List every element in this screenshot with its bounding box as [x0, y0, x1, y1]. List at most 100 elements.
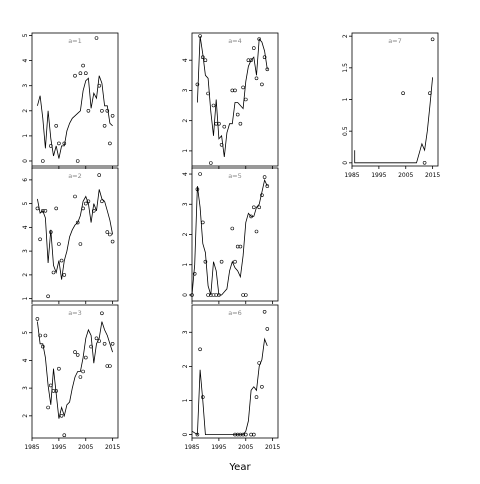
- x-tick-label: 1995: [211, 444, 226, 451]
- data-point: [262, 55, 267, 60]
- y-tick-label: 2: [342, 34, 349, 38]
- data-point: [57, 141, 61, 146]
- panel-label: a=3: [68, 309, 82, 317]
- y-tick-label: 1.5: [342, 63, 349, 73]
- data-point: [73, 194, 77, 199]
- data-point: [75, 353, 80, 357]
- panel-7: 0 0.5 1 1.5 2 1985 1995 2005 2015 a=7: [342, 32, 440, 179]
- y-tick-label: 3: [22, 84, 29, 88]
- data-point: [235, 432, 240, 437]
- data-point: [62, 433, 67, 438]
- y-tick-label: 4: [22, 225, 29, 229]
- series-line: [37, 189, 113, 280]
- data-point: [211, 293, 216, 297]
- data-point: [97, 339, 101, 343]
- data-point: [86, 109, 91, 113]
- data-point: [48, 383, 53, 388]
- panel-5: 0 1 2 3 4 a=5: [182, 167, 279, 304]
- data-point: [257, 205, 262, 210]
- data-point: [195, 82, 200, 87]
- panel-6: 0 1 2 3 1985 1995 2005 2015 a=6: [182, 304, 280, 451]
- y-tick-label: 1: [342, 97, 349, 101]
- data-point: [238, 121, 243, 126]
- y-tick-label: 1: [22, 297, 29, 301]
- data-point: [430, 37, 435, 42]
- data-point: [252, 46, 256, 50]
- x-tick-label: 1985: [24, 444, 39, 451]
- data-point: [233, 259, 237, 264]
- data-point: [51, 270, 56, 275]
- data-point: [48, 144, 53, 148]
- y-tick-label: 0: [182, 293, 189, 297]
- data-point: [38, 333, 42, 338]
- data-point: [97, 173, 101, 177]
- data-point: [260, 82, 264, 87]
- data-point: [100, 311, 104, 316]
- x-tick-label: 1995: [51, 444, 66, 451]
- data-point: [84, 71, 88, 75]
- data-point: [203, 259, 208, 264]
- data-point: [57, 366, 61, 371]
- data-point: [84, 201, 88, 206]
- y-tick-label: 3: [182, 202, 189, 206]
- data-point: [97, 83, 101, 88]
- data-point: [209, 161, 213, 165]
- data-point: [214, 293, 218, 297]
- panel-1: 0 1 2 3 4 5 a=1: [22, 32, 119, 169]
- data-point: [206, 293, 210, 297]
- data-point: [105, 364, 110, 368]
- y-tick-label: 3: [182, 88, 189, 92]
- data-point: [198, 172, 202, 176]
- data-point: [211, 103, 216, 108]
- panel-frame: [31, 32, 119, 167]
- y-tick-label: 2: [22, 273, 29, 277]
- data-point: [54, 206, 59, 211]
- y-tick-label: 2: [22, 109, 29, 113]
- data-point: [73, 350, 77, 354]
- data-point: [40, 209, 45, 213]
- y-tick-label: 5: [22, 331, 29, 335]
- data-point: [252, 205, 256, 210]
- data-point: [110, 341, 115, 346]
- data-point: [35, 317, 40, 321]
- data-point: [46, 405, 50, 410]
- series-line: [197, 35, 268, 157]
- data-point: [254, 229, 259, 234]
- x-axis-title: Year: [228, 462, 251, 473]
- y-tick-label: 4: [22, 358, 29, 362]
- y-tick-label: 6: [22, 178, 29, 182]
- data-point: [195, 187, 200, 191]
- data-point: [59, 258, 64, 263]
- data-point: [57, 242, 61, 246]
- data-point: [201, 220, 205, 225]
- data-point: [40, 159, 45, 163]
- data-point: [217, 293, 221, 297]
- data-point: [265, 327, 270, 331]
- data-point: [401, 91, 405, 95]
- data-point: [241, 85, 245, 90]
- y-tick-label: 4: [182, 172, 189, 176]
- y-tick-label: 2: [182, 364, 189, 368]
- data-point: [89, 344, 93, 349]
- data-point: [46, 294, 50, 299]
- data-point: [195, 432, 200, 437]
- data-point: [235, 112, 240, 117]
- panel-4: 1 2 3 4 a=4: [182, 32, 279, 169]
- y-tick-label: 1: [182, 263, 189, 267]
- data-point: [201, 55, 205, 60]
- data-point: [190, 293, 194, 297]
- data-point: [262, 175, 267, 179]
- data-point: [81, 63, 85, 68]
- data-point: [249, 214, 253, 219]
- data-point: [198, 347, 202, 352]
- data-point: [257, 361, 262, 365]
- panel-frame: [191, 32, 279, 167]
- data-point: [81, 206, 85, 211]
- x-tick-label: 2015: [425, 172, 440, 179]
- data-point: [59, 413, 64, 418]
- data-point: [265, 184, 270, 188]
- data-point: [249, 58, 253, 63]
- data-point: [100, 199, 104, 204]
